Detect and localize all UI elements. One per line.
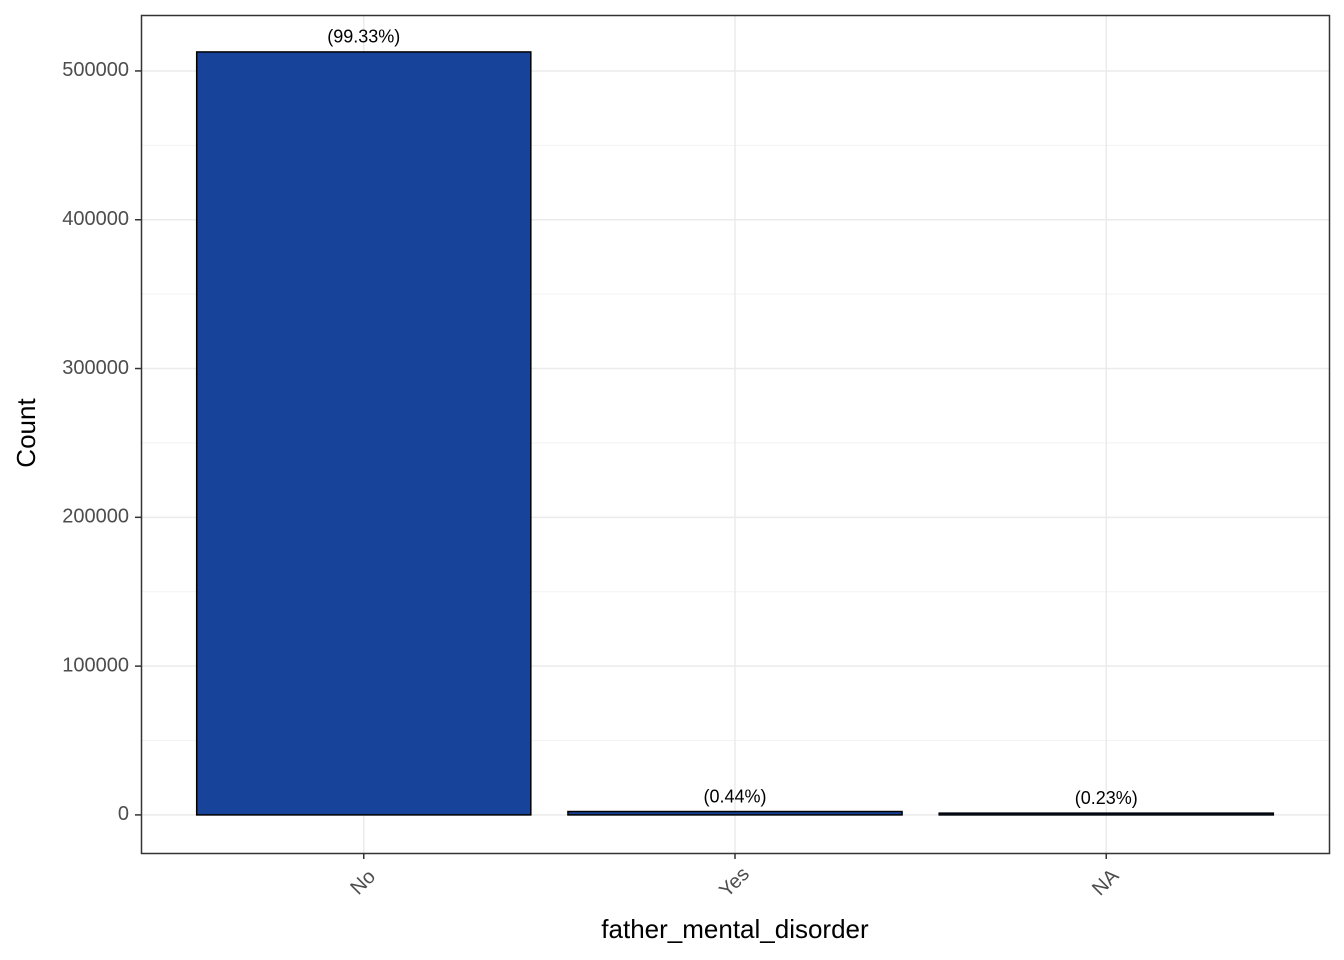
y-tick-label: 200000 [62, 506, 129, 528]
y-tick-label: 0 [118, 803, 129, 825]
bar [195, 51, 532, 816]
bar [567, 810, 903, 816]
y-tick-label: 100000 [62, 654, 129, 676]
bar-label: (99.33%) [327, 27, 400, 47]
bar-label: (0.23%) [1075, 788, 1138, 808]
bar [938, 812, 1275, 816]
y-tick-label: 500000 [62, 59, 129, 81]
y-tick-label: 400000 [62, 208, 129, 230]
marks [195, 51, 1275, 816]
y-axis-title: Count [11, 398, 41, 468]
y-tick-label: 300000 [62, 357, 129, 379]
x-axis-title: father_mental_disorder [601, 914, 869, 944]
bar-label: (0.44%) [703, 786, 766, 806]
